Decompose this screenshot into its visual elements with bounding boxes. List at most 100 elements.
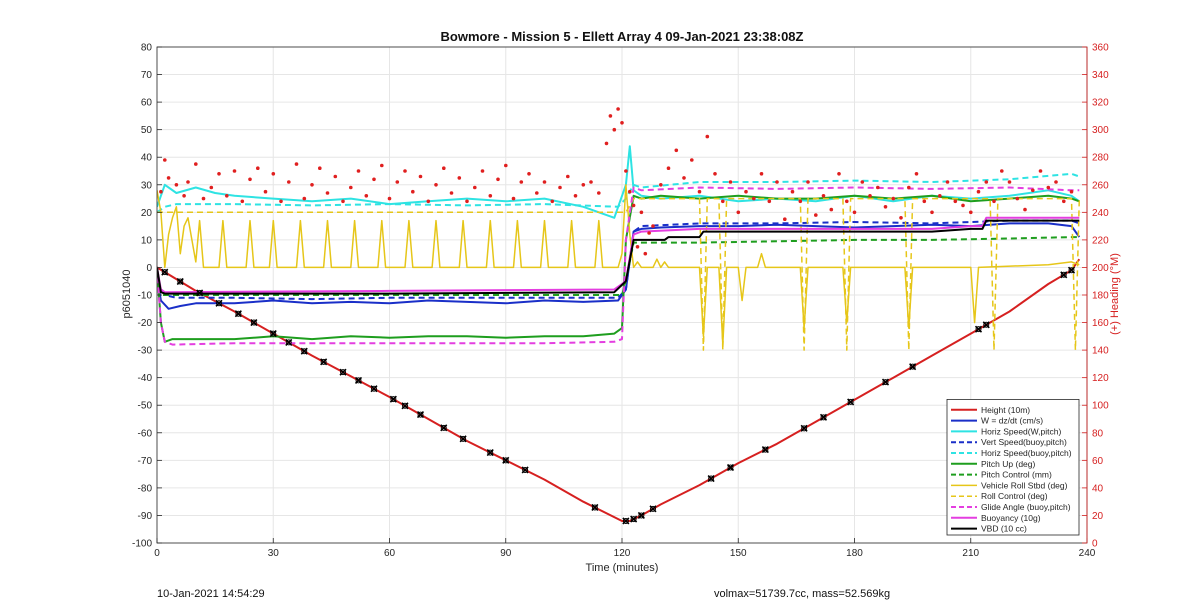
x-tick-label: 90 — [500, 548, 512, 559]
series-line-9 — [157, 197, 1081, 351]
heading-point — [899, 216, 903, 220]
heading-point — [1000, 169, 1004, 173]
series-line-10 — [157, 186, 1080, 346]
heading-point — [527, 172, 531, 176]
heading-point — [1031, 188, 1035, 193]
heading-point — [426, 199, 431, 204]
heading-point — [620, 121, 624, 125]
y-axis-label: p6051040 — [121, 270, 133, 319]
x-tick-label: 180 — [846, 548, 863, 559]
height-marker-ring — [487, 449, 494, 456]
height-marker-ring — [522, 466, 529, 473]
height-marker-ring — [650, 505, 656, 512]
y-tick-label: 80 — [141, 43, 153, 54]
heading-point — [581, 183, 586, 187]
y-tick-label: -90 — [138, 511, 153, 522]
heading-point — [209, 185, 214, 190]
heading-point — [659, 183, 663, 187]
heading-point — [201, 196, 206, 201]
heading-point — [651, 224, 655, 228]
heading-point — [558, 185, 562, 190]
heading-point — [682, 176, 686, 180]
heading-point — [976, 189, 981, 194]
heading-point — [1038, 169, 1043, 173]
heading-point — [519, 180, 524, 184]
y-tick-label: 20 — [141, 208, 153, 219]
heading-point — [868, 194, 872, 198]
y2-tick-label: 80 — [1092, 428, 1104, 439]
heading-point — [961, 203, 965, 208]
heading-point — [573, 194, 578, 198]
y2-tick-label: 280 — [1092, 153, 1109, 164]
heading-point — [182, 194, 186, 198]
heading-point — [635, 245, 640, 249]
height-marker-ring — [440, 424, 447, 431]
height-marker-ring — [235, 310, 242, 317]
heading-point — [845, 199, 849, 204]
series-group — [157, 107, 1081, 525]
legend-label-7: Pitch Control (mm) — [981, 470, 1052, 480]
height-marker-ring — [250, 319, 257, 326]
legend-label-6: Pitch Up (deg) — [981, 459, 1035, 469]
y-tick-label: 60 — [141, 98, 153, 109]
heading-point — [232, 169, 237, 173]
heading-point — [341, 199, 345, 204]
height-marker-ring — [196, 289, 203, 296]
heading-point — [511, 196, 516, 201]
legend-label-10: Glide Angle (buoy,pitch) — [981, 502, 1071, 512]
legend-label-3: Horiz Speed(W,pitch) — [981, 426, 1061, 436]
plot-area: 0 30 60 90 120 150 180 210 240-100-90-80-70-60-5… — [132, 43, 1109, 560]
heading-point — [271, 172, 276, 176]
height-marker-ring — [622, 517, 629, 524]
footer-vehicle-info: volmax=51739.7cc, mass=52.569kg — [714, 588, 891, 600]
heading-point — [294, 162, 299, 166]
y-tick-label: -50 — [138, 401, 153, 412]
legend-label-11: Buoyancy (10g) — [981, 513, 1041, 523]
heading-point — [225, 194, 229, 198]
heading-point — [1015, 196, 1020, 201]
y-tick-label: -20 — [138, 318, 153, 329]
height-marker-ring — [983, 321, 990, 328]
x-tick-label: 30 — [268, 548, 280, 559]
heading-point — [752, 196, 756, 201]
legend-box — [946, 398, 1080, 536]
heading-point — [736, 210, 741, 215]
heading-point — [883, 205, 888, 209]
heading-point — [728, 180, 733, 184]
height-marker-ring — [909, 363, 916, 370]
y-tick-label: -10 — [138, 291, 153, 302]
heading-point — [589, 180, 593, 184]
heading-point — [930, 210, 934, 215]
heading-point — [914, 172, 919, 176]
y2-tick-label: 120 — [1092, 373, 1109, 384]
height-marker-ring — [460, 435, 467, 442]
heading-point — [597, 191, 601, 195]
heading-point — [767, 199, 772, 204]
height-marker-ring — [1068, 267, 1075, 274]
heading-point — [566, 174, 570, 179]
heading-point — [387, 196, 392, 201]
heading-point — [449, 191, 454, 195]
heading-point — [1069, 189, 1074, 194]
heading-point — [287, 180, 291, 184]
heading-point — [647, 231, 651, 235]
heading-point — [814, 213, 818, 217]
y2-tick-label: 240 — [1092, 208, 1109, 219]
heading-point — [1023, 207, 1027, 212]
height-marker-ring — [638, 512, 645, 519]
height-marker-ring — [502, 457, 509, 464]
legend-label-5: Horiz Speed(buoy,pitch) — [981, 448, 1072, 458]
height-marker-ring — [727, 464, 734, 471]
series-line-12 — [157, 219, 1080, 295]
heading-point — [604, 141, 609, 146]
heading-point — [480, 169, 485, 173]
heading-point — [744, 189, 748, 194]
heading-point — [628, 189, 632, 194]
heading-point — [310, 183, 314, 187]
heading-point — [713, 172, 717, 176]
heading-point — [535, 191, 539, 195]
height-marker-ring — [1060, 271, 1067, 278]
heading-point — [616, 107, 620, 111]
heading-point — [829, 207, 834, 212]
heading-point — [992, 199, 996, 204]
